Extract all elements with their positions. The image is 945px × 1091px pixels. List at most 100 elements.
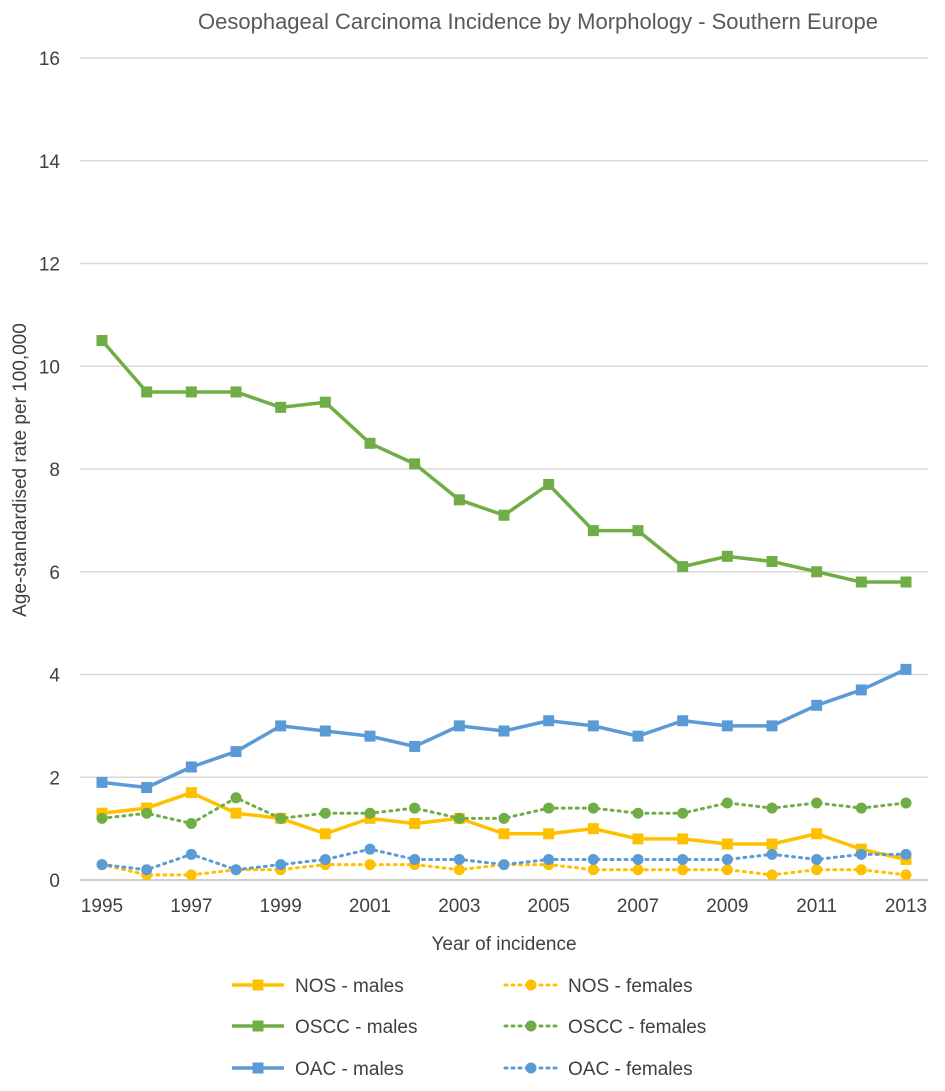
y-tick-label: 12 [39, 255, 60, 276]
legend-item-oscc-females: OSCC - females [503, 1017, 706, 1038]
data-point [141, 386, 153, 398]
y-tick-label: 8 [49, 460, 60, 481]
y-tick-label: 10 [39, 357, 60, 378]
x-axis-label: Year of incidence [431, 934, 576, 955]
x-tick-label: 2011 [796, 896, 837, 917]
data-point [632, 730, 644, 742]
data-point [453, 494, 465, 506]
data-point [766, 720, 778, 732]
data-point [96, 335, 108, 347]
series-oscc-males [96, 335, 912, 588]
data-point [409, 853, 421, 865]
data-point [632, 853, 644, 865]
x-axis-ticks: 1995 1997 1999 2001 2003 2005 2007 2009 2011 2013 [81, 896, 927, 917]
legend-marker [525, 1020, 537, 1032]
y-tick-label: 16 [39, 49, 60, 70]
data-point [587, 525, 599, 537]
data-point [185, 848, 197, 860]
x-tick-label: 2001 [349, 896, 391, 917]
data-point [409, 458, 421, 470]
legend-label: OSCC - males [295, 1017, 417, 1038]
data-point [677, 561, 689, 573]
data-point [811, 566, 823, 578]
gridlines [80, 57, 928, 881]
data-point [230, 792, 242, 804]
data-point [677, 864, 689, 876]
data-point [453, 853, 465, 865]
y-axis-label: Age-standardised rate per 100,000 [10, 323, 31, 617]
data-point [900, 869, 912, 881]
data-point [498, 509, 510, 521]
data-point [319, 853, 331, 865]
data-point [632, 864, 644, 876]
data-point [319, 396, 331, 408]
series-oscc-females [96, 792, 912, 829]
data-point [811, 797, 823, 809]
data-point [141, 807, 153, 819]
data-point [811, 828, 823, 840]
data-point [498, 859, 510, 871]
y-tick-label: 6 [49, 563, 60, 584]
data-point [543, 802, 555, 814]
data-point [587, 720, 599, 732]
legend-label: OAC - males [295, 1059, 404, 1080]
legend-label: OAC - females [568, 1059, 693, 1080]
x-tick-label: 2007 [617, 896, 659, 917]
data-point [319, 725, 331, 737]
data-point [409, 802, 421, 814]
data-point [677, 833, 689, 845]
x-tick-label: 2005 [528, 896, 570, 917]
data-point [721, 838, 733, 850]
data-point [587, 864, 599, 876]
data-point [900, 797, 912, 809]
chart-title: Oesophageal Carcinoma Incidence by Morph… [198, 9, 878, 34]
y-tick-label: 2 [49, 768, 60, 789]
data-point [677, 715, 689, 727]
data-point [96, 776, 108, 788]
series-oac-males [96, 663, 912, 794]
data-point [364, 859, 376, 871]
data-point [587, 823, 599, 835]
data-point [855, 802, 867, 814]
data-point [364, 843, 376, 855]
data-point [766, 848, 778, 860]
data-point [587, 802, 599, 814]
data-point [900, 848, 912, 860]
series-line [101, 790, 907, 862]
legend: NOS - males NOS - females OSCC - males OSCC… [232, 976, 706, 1080]
data-point [409, 817, 421, 829]
data-point [677, 853, 689, 865]
data-point [632, 833, 644, 845]
data-point [543, 853, 555, 865]
data-point [185, 817, 197, 829]
legend-marker [252, 1020, 264, 1032]
data-point [900, 576, 912, 588]
legend-item-oscc-males: OSCC - males [232, 1017, 417, 1038]
data-point [275, 859, 287, 871]
legend-label: OSCC - females [568, 1017, 706, 1038]
legend-marker [252, 1062, 264, 1074]
y-axis-ticks: 0 2 4 6 8 10 12 14 16 [39, 49, 61, 892]
data-point [453, 864, 465, 876]
data-point [319, 807, 331, 819]
data-point [141, 782, 153, 794]
data-point [632, 807, 644, 819]
data-point [275, 401, 287, 413]
data-point [811, 853, 823, 865]
data-point [275, 812, 287, 824]
data-point [721, 853, 733, 865]
data-point [543, 828, 555, 840]
data-point [543, 715, 555, 727]
data-point [721, 864, 733, 876]
data-point [185, 869, 197, 881]
data-point [766, 802, 778, 814]
data-point [766, 869, 778, 881]
data-point [811, 864, 823, 876]
data-point [498, 725, 510, 737]
y-tick-label: 14 [39, 152, 61, 173]
data-point [855, 864, 867, 876]
data-point [498, 812, 510, 824]
x-tick-label: 1995 [81, 896, 123, 917]
legend-marker [252, 979, 264, 991]
